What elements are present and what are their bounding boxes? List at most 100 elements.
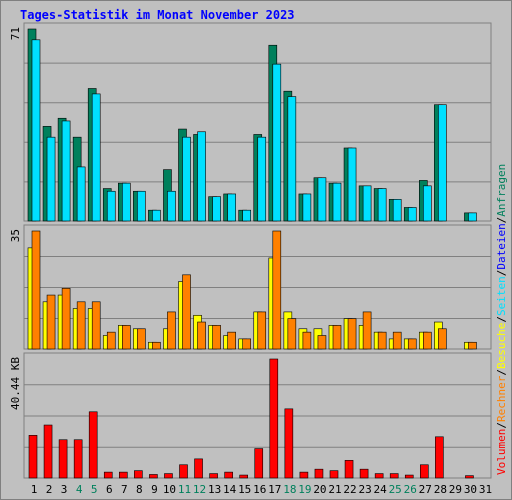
series-legend: Volumen/Rechner/Besuche/Seiten/Dateien/A… — [495, 164, 508, 475]
x-tick-day-26: 26 — [404, 483, 417, 496]
bar-dateien-day-12 — [197, 131, 206, 222]
bar-rechner-day-21 — [332, 325, 342, 350]
bar-volumen-day-21 — [329, 470, 339, 479]
x-tick-day-13: 13 — [208, 483, 221, 496]
bar-rechner-day-27 — [422, 331, 432, 350]
legend-item: Besuche — [495, 323, 508, 369]
bar-volumen-day-30 — [465, 475, 474, 479]
bar-volumen-day-23 — [359, 468, 369, 479]
bar-rechner-day-26 — [407, 338, 417, 350]
x-tick-day-1: 1 — [31, 483, 38, 496]
bar-volumen-day-15 — [239, 474, 248, 479]
chart-title: Tages-Statistik im Monat November 2023 — [20, 8, 295, 22]
bar-rechner-day-15 — [242, 338, 251, 350]
x-tick-day-31: 31 — [479, 483, 492, 496]
bar-dateien-day-21 — [332, 182, 342, 222]
y-max-label-requests: 71 — [9, 27, 22, 40]
bar-dateien-day-20 — [317, 177, 327, 222]
y-max-label-visits: 35 — [9, 229, 22, 242]
bar-volumen-day-28 — [435, 436, 444, 479]
legend-item: Rechner — [495, 375, 508, 422]
bar-volumen-day-27 — [419, 464, 429, 479]
bar-rechner-day-19 — [302, 331, 312, 350]
bar-rechner-day-22 — [347, 318, 357, 350]
bar-volumen-day-4 — [73, 439, 83, 479]
bar-rechner-day-24 — [377, 331, 387, 350]
bar-rechner-day-9 — [152, 341, 161, 350]
bar-rechner-day-5 — [91, 301, 101, 350]
x-tick-day-20: 20 — [313, 483, 326, 496]
bar-rechner-day-7 — [122, 325, 131, 350]
x-tick-day-22: 22 — [343, 483, 356, 496]
bar-volumen-day-13 — [209, 473, 218, 479]
legend-item: / — [495, 422, 508, 429]
bar-dateien-day-18 — [287, 96, 297, 222]
x-tick-day-19: 19 — [298, 483, 311, 496]
bar-volumen-day-10 — [164, 473, 173, 479]
bar-volumen-day-1 — [28, 435, 38, 479]
bar-rechner-day-13 — [212, 325, 221, 350]
bar-rechner-day-10 — [167, 311, 176, 350]
legend-item: Anfragen — [495, 164, 508, 217]
x-tick-day-12: 12 — [193, 483, 206, 496]
x-tick-day-14: 14 — [223, 483, 237, 496]
bar-dateien-day-17 — [272, 63, 282, 222]
bar-dateien-day-4 — [76, 166, 86, 222]
bar-rechner-day-12 — [197, 321, 206, 350]
x-tick-day-25: 25 — [389, 483, 402, 496]
bar-rechner-day-16 — [257, 311, 267, 350]
bar-rechner-day-2 — [46, 294, 56, 350]
x-tick-day-6: 6 — [106, 483, 113, 496]
x-tick-day-30: 30 — [464, 483, 477, 496]
legend-item: / — [495, 217, 508, 224]
x-tick-day-16: 16 — [253, 483, 266, 496]
bar-dateien-day-16 — [257, 136, 267, 222]
y-max-label-volume: 40.44 KB — [9, 357, 22, 410]
x-tick-day-23: 23 — [358, 483, 371, 496]
bar-dateien-day-3 — [61, 120, 71, 222]
x-tick-day-8: 8 — [136, 483, 143, 496]
x-tick-day-2: 2 — [46, 483, 53, 496]
bar-dateien-day-14 — [227, 193, 236, 222]
bar-dateien-day-9 — [152, 209, 161, 222]
bar-volumen-day-6 — [103, 471, 113, 479]
bar-volumen-day-9 — [149, 474, 158, 479]
bar-volumen-day-25 — [389, 473, 399, 479]
bar-dateien-day-22 — [347, 147, 357, 222]
legend-item: / — [495, 270, 508, 277]
bar-dateien-day-15 — [242, 209, 251, 222]
x-tick-day-24: 24 — [374, 483, 388, 496]
legend-item: / — [495, 316, 508, 323]
x-tick-day-29: 29 — [449, 483, 462, 496]
bar-rechner-day-4 — [76, 301, 86, 350]
x-tick-day-5: 5 — [91, 483, 98, 496]
bar-rechner-day-23 — [362, 311, 372, 350]
bar-volumen-day-2 — [43, 424, 53, 479]
bar-rechner-day-14 — [227, 331, 236, 350]
bar-volumen-day-8 — [134, 470, 143, 479]
x-tick-day-27: 27 — [419, 483, 432, 496]
bar-volumen-day-11 — [179, 464, 188, 479]
bar-dateien-day-25 — [392, 199, 402, 222]
bar-volumen-day-24 — [374, 473, 384, 479]
bar-dateien-day-19 — [302, 193, 312, 222]
bar-rechner-day-1 — [31, 230, 41, 350]
bar-rechner-day-30 — [468, 341, 477, 350]
bar-volumen-day-12 — [194, 458, 203, 479]
x-tick-day-4: 4 — [76, 483, 83, 496]
legend-item: Seiten — [495, 276, 508, 316]
bar-rechner-day-8 — [137, 328, 146, 350]
bar-volumen-day-7 — [119, 471, 128, 479]
bar-dateien-day-2 — [46, 136, 56, 222]
bar-rechner-day-25 — [392, 331, 402, 350]
bar-dateien-day-8 — [137, 190, 146, 222]
x-tick-day-10: 10 — [163, 483, 176, 496]
x-tick-day-15: 15 — [238, 483, 251, 496]
legend-item: / — [495, 369, 508, 376]
x-tick-day-7: 7 — [121, 483, 128, 496]
bar-dateien-day-26 — [407, 207, 417, 222]
bar-dateien-day-1 — [31, 39, 41, 222]
bar-rechner-day-17 — [272, 230, 282, 350]
